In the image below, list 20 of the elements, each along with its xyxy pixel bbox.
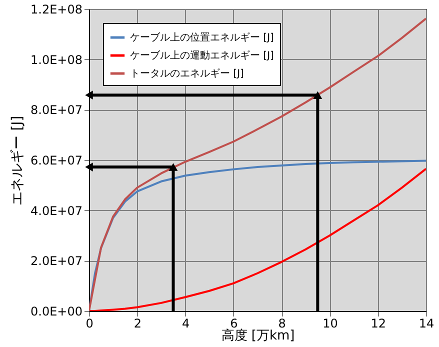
x-tick-label: 6: [230, 316, 238, 330]
y-tick-label: 6.0E+07: [30, 154, 82, 168]
x-tick-label: 4: [182, 316, 190, 330]
x-axis-title: 高度 [万km]: [221, 328, 295, 344]
y-tick-label: 2.0E+07: [30, 254, 82, 268]
legend-label: トータルのエネルギー [J]: [130, 68, 244, 80]
x-tick-label: 14: [418, 316, 434, 330]
y-tick-label: 1.0E+08: [30, 52, 82, 67]
y-tick-label: 0.0E+00: [30, 304, 82, 318]
x-tick-label: 8: [278, 316, 286, 330]
y-axis-title: エネルギー [J]: [10, 116, 26, 206]
x-tick-label: 12: [370, 316, 386, 330]
x-tick-label: 2: [134, 316, 142, 330]
legend-label: ケーブル上の運動エネルギー [J]: [130, 50, 274, 62]
y-tick-label: 8.0E+07: [30, 103, 82, 118]
legend-label: ケーブル上の位置エネルギー [J]: [130, 32, 274, 44]
y-tick-label: 4.0E+07: [30, 204, 82, 218]
y-tick-label: 1.2E+08: [30, 2, 82, 16]
x-tick-label: 10: [322, 316, 338, 330]
x-tick-label: 0: [86, 316, 94, 330]
